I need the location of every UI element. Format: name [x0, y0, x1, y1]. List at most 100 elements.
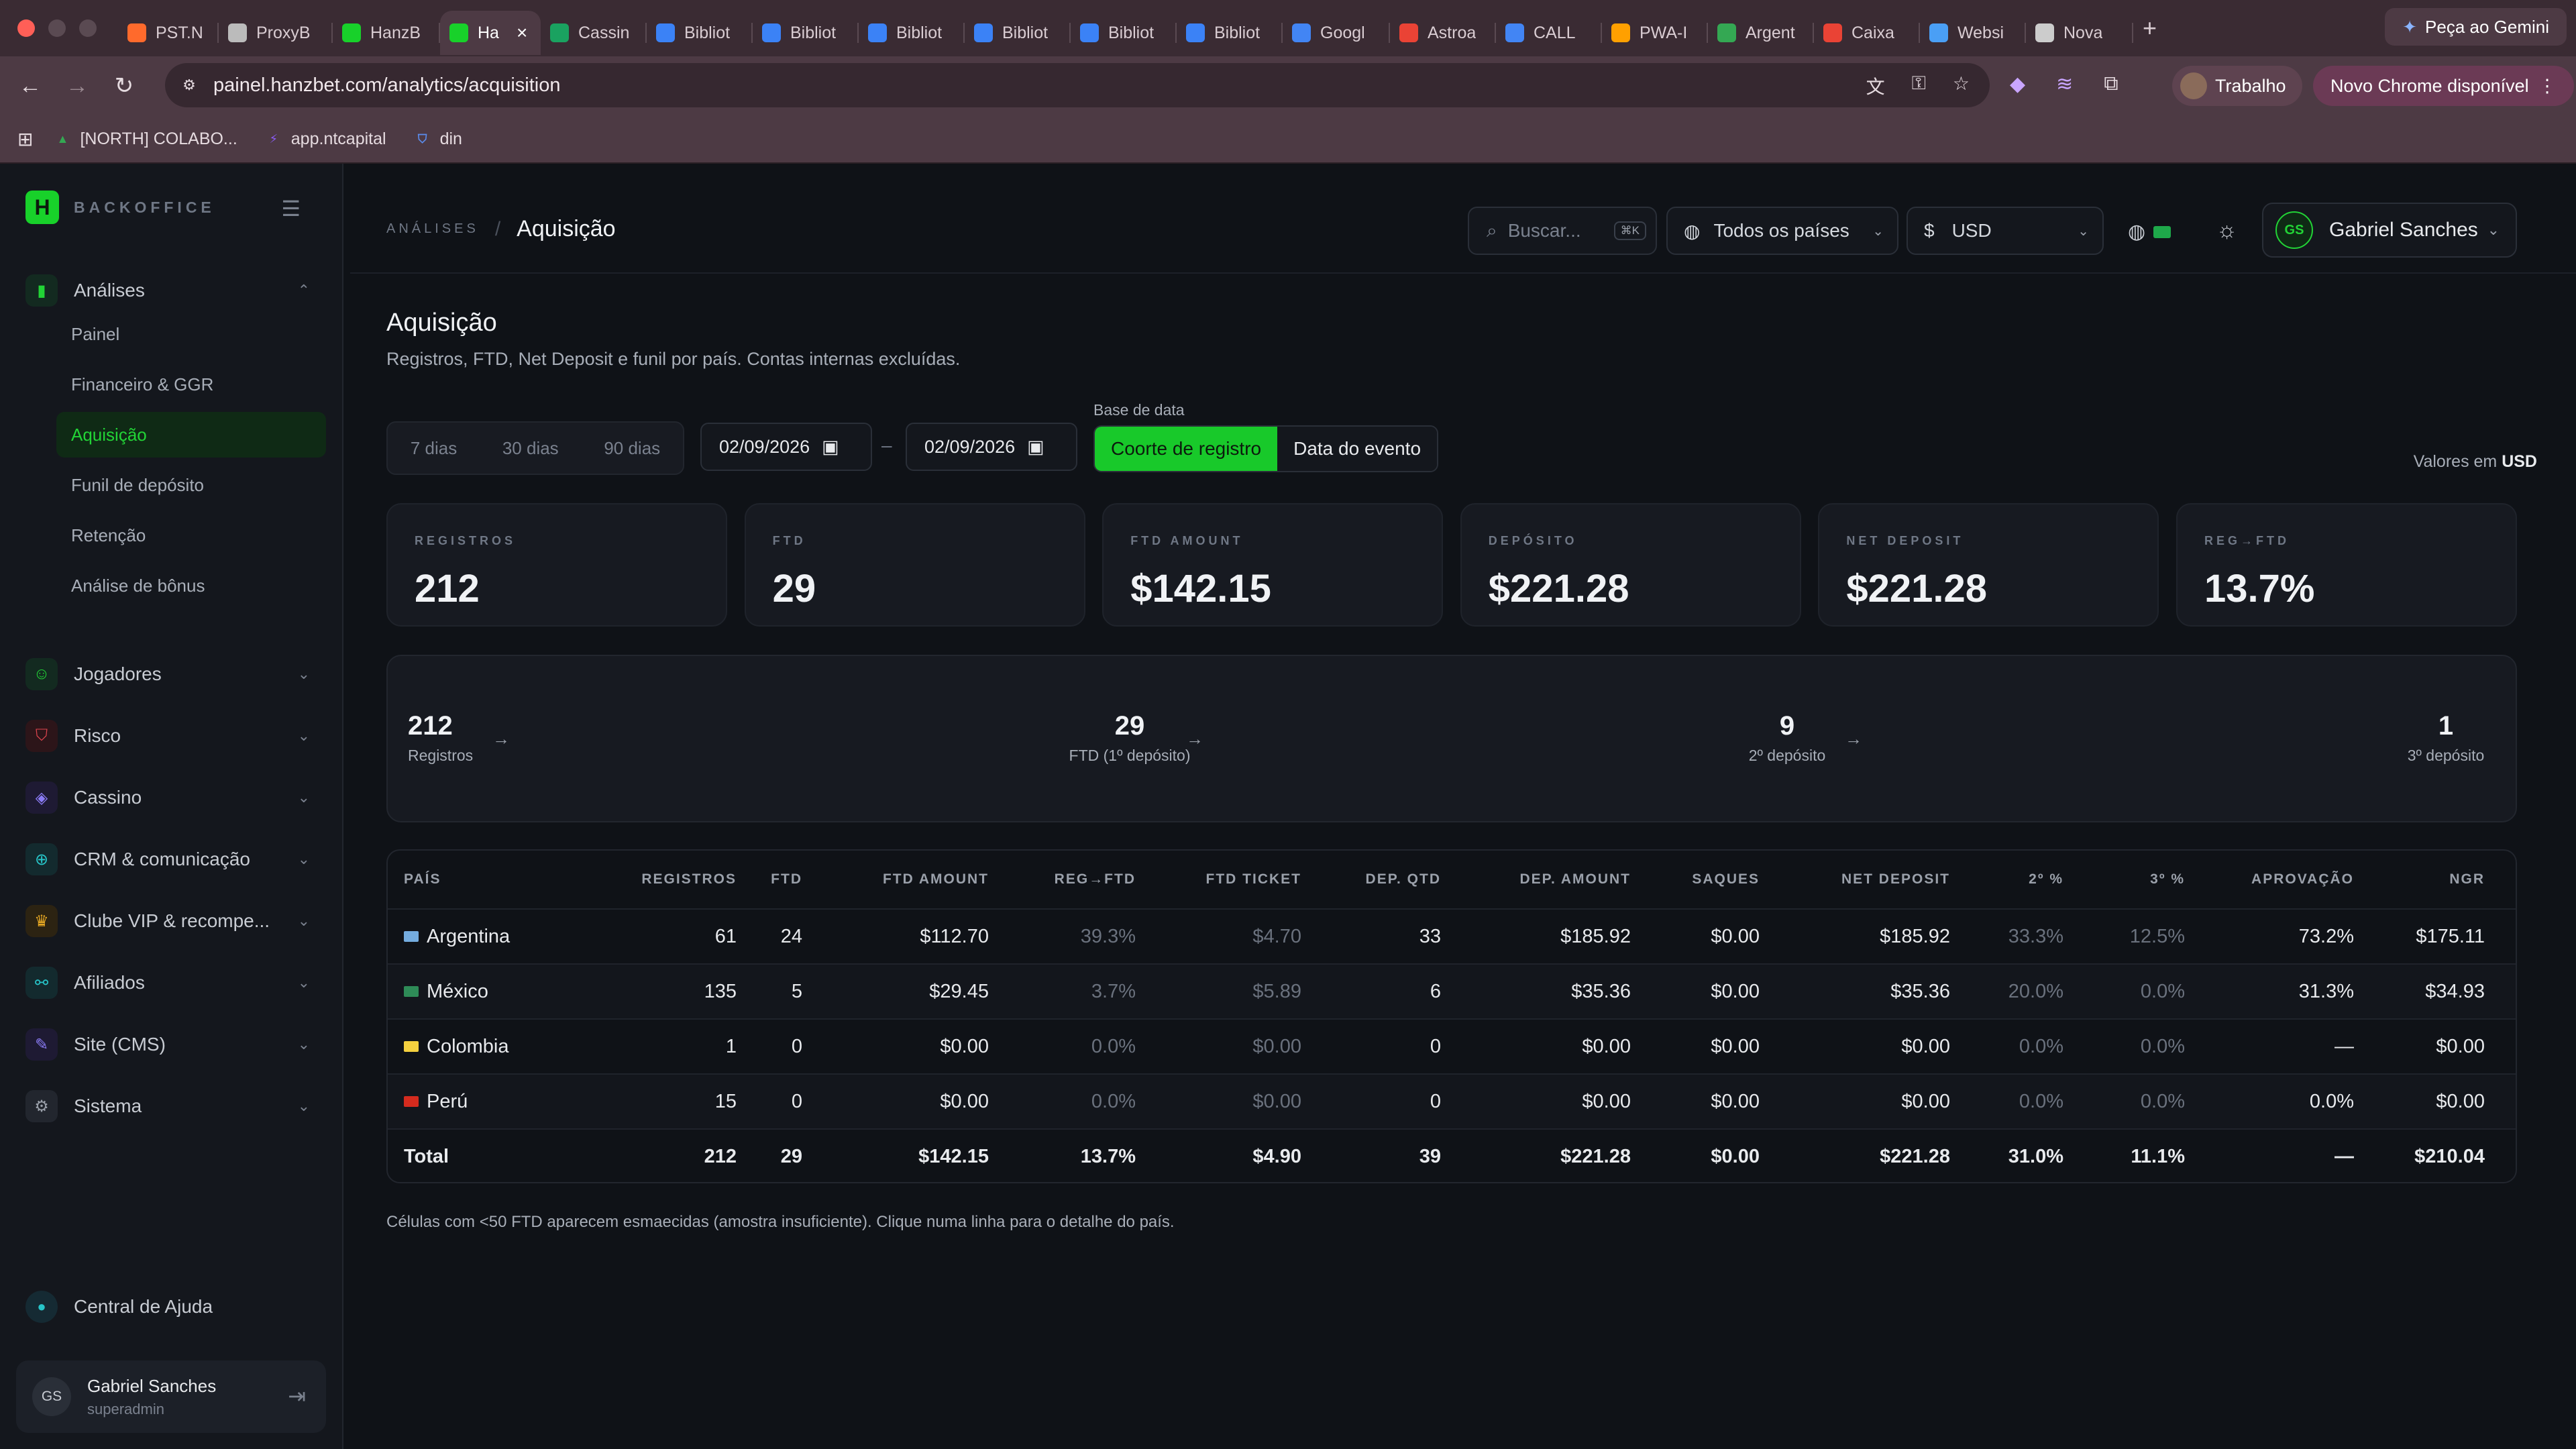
browser-tab[interactable]: Googl — [1283, 11, 1390, 55]
column-header[interactable]: APROVAÇÃO — [2251, 871, 2354, 887]
browser-tab[interactable]: Caixa — [1814, 11, 1920, 55]
currency-select[interactable]: $ USD ⌄ — [1907, 207, 2104, 255]
date-to-input[interactable]: 02/09/2026 ▣ — [906, 423, 1077, 471]
browser-tab[interactable]: Bibliot — [1071, 11, 1177, 55]
table-cell: $0.00 — [940, 1035, 989, 1057]
column-header[interactable]: PAÍS — [404, 871, 441, 887]
column-header[interactable]: FTD — [771, 871, 802, 887]
column-header[interactable]: SAQUES — [1692, 871, 1760, 887]
sidebar-item-3[interactable]: Funil de depósito — [71, 474, 205, 495]
browser-tab[interactable]: Bibliot — [965, 11, 1071, 55]
table-row[interactable]: Colombia 1 0 $0.00 0.0% $0.00 0 $0.00 $0.00 $0.00… — [388, 1018, 2516, 1073]
sidebar-group-afiliados[interactable]: ⚯ Afiliados ⌄ — [25, 959, 321, 1006]
extension-wave-icon[interactable]: ≋ — [2056, 73, 2074, 95]
column-header[interactable]: 2º % — [2029, 871, 2063, 887]
back-arrow-icon[interactable]: ← — [19, 72, 42, 99]
column-header[interactable]: REG→FTD — [1054, 871, 1136, 887]
browser-tab[interactable]: Bibliot — [753, 11, 859, 55]
table-row[interactable]: México 135 5 $29.45 3.7% $5.89 6 $35.36 $0.00 $35… — [388, 963, 2516, 1018]
url-text[interactable]: painel.hanzbet.com/analytics/acquisition — [213, 74, 561, 96]
maximize-window-button[interactable] — [79, 19, 97, 37]
close-window-button[interactable] — [17, 19, 35, 37]
tab-active[interactable]: Ha × — [440, 11, 541, 55]
sidebar-item-2[interactable]: Aquisição — [56, 412, 326, 458]
sidebar-group-risco[interactable]: ⛉ Risco ⌄ — [25, 712, 321, 759]
main-content: ANÁLISES / Aquisição ⌕ Buscar... ⌘K ◍ To… — [350, 164, 2576, 1449]
chrome-update-button[interactable]: Novo Chrome disponível ⋮ — [2313, 66, 2574, 106]
cohort-registration-option[interactable]: Coorte de registro — [1095, 427, 1278, 471]
column-header[interactable]: REGISTROS — [641, 871, 737, 887]
column-header[interactable]: FTD TICKET — [1205, 871, 1301, 887]
browser-tab[interactable]: Bibliot — [859, 11, 965, 55]
column-header[interactable]: 3º % — [2150, 871, 2185, 887]
calendar-icon[interactable]: ▣ — [1027, 436, 1044, 457]
address-bar[interactable]: ⚙ painel.hanzbet.com/analytics/acquisiti… — [165, 63, 1990, 107]
browser-tab[interactable]: PST.N — [118, 11, 219, 55]
close-tab-icon[interactable]: × — [516, 22, 528, 43]
apps-grid-icon[interactable]: ⊞ — [17, 128, 34, 150]
browser-tab[interactable]: ProxyB — [219, 11, 333, 55]
sidebar-group-clube-vip-recompe-[interactable]: ♛ Clube VIP & recompe... ⌄ — [25, 898, 321, 945]
sidebar-group-an-lises[interactable]: ▮ Análises ⌃ — [25, 267, 321, 314]
column-header[interactable]: FTD AMOUNT — [882, 871, 989, 887]
browser-tab[interactable]: Cassin — [541, 11, 647, 55]
site-info-icon[interactable]: ⚙ — [182, 76, 196, 93]
sidebar-item-0[interactable]: Painel — [71, 323, 120, 344]
extension-tag-icon[interactable]: ◆ — [2010, 73, 2026, 95]
forward-arrow-icon[interactable]: → — [66, 72, 89, 99]
reload-icon[interactable]: ↻ — [114, 73, 134, 99]
browser-tab[interactable]: Nova — [2026, 11, 2133, 55]
language-switch[interactable]: ◍ — [2128, 220, 2171, 244]
sidebar-item-5[interactable]: Análise de bônus — [71, 575, 205, 596]
bookmark-star-icon[interactable]: ☆ — [1952, 73, 1970, 94]
range-90-days-button[interactable]: 90 dias — [604, 437, 661, 458]
profile-button[interactable]: Trabalho — [2172, 66, 2302, 106]
event-date-option[interactable]: Data do evento — [1277, 427, 1438, 471]
browser-tab[interactable]: Bibliot — [1177, 11, 1283, 55]
calendar-icon[interactable]: ▣ — [822, 436, 839, 457]
bookmark-item[interactable]: ⚡ app.ntcapital — [264, 129, 386, 149]
browser-tab[interactable]: HanzB — [333, 11, 440, 55]
column-header[interactable]: DEP. QTD — [1365, 871, 1441, 887]
table-row[interactable]: Perú 15 0 $0.00 0.0% $0.00 0 $0.00 $0.00 $0.00 0.0… — [388, 1073, 2516, 1128]
help-center-link[interactable]: ● Central de Ajuda — [25, 1291, 213, 1323]
sidebar-group-sistema[interactable]: ⚙ Sistema ⌄ — [25, 1083, 321, 1130]
browser-tab[interactable]: Bibliot — [647, 11, 753, 55]
bookmark-item[interactable]: ⛉ din — [413, 129, 462, 149]
browser-tab[interactable]: CALL — [1496, 11, 1602, 55]
collapse-menu-icon[interactable]: ☰ — [281, 197, 301, 221]
bookmark-item[interactable]: ▲ [NORTH] COLABO... — [53, 129, 237, 149]
range-30-days-button[interactable]: 30 dias — [502, 437, 559, 458]
column-header[interactable]: DEP. AMOUNT — [1519, 871, 1631, 887]
minimize-window-button[interactable] — [48, 19, 66, 37]
sidebar-group-cassino[interactable]: ◈ Cassino ⌄ — [25, 774, 321, 821]
translate-icon[interactable]: 文 — [1866, 76, 1885, 97]
sidebar-item-4[interactable]: Retenção — [71, 525, 146, 545]
logout-icon[interactable]: ⇥ — [288, 1384, 306, 1408]
theme-toggle-sun-icon[interactable]: ☼ — [2216, 217, 2238, 243]
new-tab-button[interactable]: + — [2143, 14, 2157, 42]
country-select[interactable]: ◍ Todos os países ⌄ — [1666, 207, 1898, 255]
browser-tab[interactable]: Argent — [1708, 11, 1814, 55]
column-header[interactable]: NGR — [2449, 871, 2485, 887]
search-input[interactable]: ⌕ Buscar... ⌘K — [1468, 207, 1657, 255]
table-row[interactable]: Argentina 61 24 $112.70 39.3% $4.70 33 $185.92 $… — [388, 908, 2516, 963]
sidebar-group-site-cms-[interactable]: ✎ Site (CMS) ⌄ — [25, 1021, 321, 1068]
sidebar-user-card[interactable]: GS Gabriel Sanches superadmin ⇥ — [16, 1360, 326, 1433]
sidebar-group-crm-comunica-o[interactable]: ⊕ CRM & comunicação ⌄ — [25, 836, 321, 883]
browser-tab[interactable]: PWA-I — [1602, 11, 1708, 55]
extensions-puzzle-icon[interactable]: ⧉ — [2104, 72, 2118, 95]
user-menu-button[interactable]: GS Gabriel Sanches ⌄ — [2262, 203, 2517, 258]
sidebar-item-1[interactable]: Financeiro & GGR — [71, 374, 214, 394]
sidebar-group-jogadores[interactable]: ☺ Jogadores ⌄ — [25, 651, 321, 698]
column-header[interactable]: NET DEPOSIT — [1841, 871, 1950, 887]
password-key-icon[interactable]: ⚿ — [1911, 72, 1926, 93]
date-separator: – — [881, 435, 892, 455]
range-7-days-button[interactable]: 7 dias — [410, 437, 458, 458]
date-from-input[interactable]: 02/09/2026 ▣ — [700, 423, 872, 471]
browser-tab[interactable]: Websi — [1920, 11, 2026, 55]
gemini-button[interactable]: ✦ Peça ao Gemini — [2385, 8, 2567, 46]
browser-tab[interactable]: Astroa — [1390, 11, 1496, 55]
brand[interactable]: H BACKOFFICE — [25, 191, 215, 224]
breadcrumb-parent[interactable]: ANÁLISES — [386, 221, 479, 236]
